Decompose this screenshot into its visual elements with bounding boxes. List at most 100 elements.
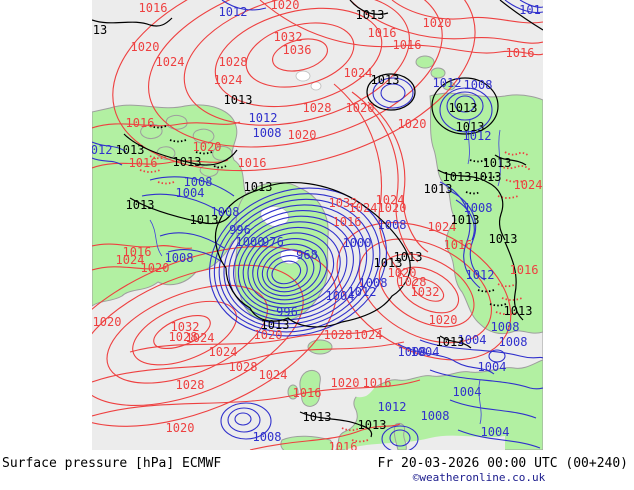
isobar-red [367,101,429,253]
copyright-text: ©weatheronline.co.uk [412,471,546,484]
chart-title: Surface pressure [hPa] ECMWF [2,456,222,471]
isobar-label-cluster [497,151,531,199]
pressure-label: 1013 [261,318,290,332]
deep-low-ring [271,260,302,285]
isobar-layer-red [92,0,543,450]
deep-low-ring [209,187,387,337]
pressure-label: 1028 [219,55,248,69]
isobar-red [333,83,405,277]
pressure-label: 1020 [288,128,317,142]
isobar-1013 [129,197,232,225]
pressure-label: 1012 [84,143,113,157]
isobar-blue [92,157,123,166]
pressure-label: 1016 [510,263,539,277]
isobar-red [92,243,193,249]
pressure-label: 1028 [176,378,205,392]
pressure-label: 101 [519,3,541,17]
pressure-label: 1012 [348,285,377,299]
pressure-label: 1013 [126,198,155,212]
pressure-label: 1020 [388,266,417,280]
isobar-red [92,121,241,129]
pressure-label: 1013 [489,232,518,246]
pressure-label: 1016 [126,116,155,130]
pressure-label: 1013 [436,335,465,349]
deep-low-ring [257,243,321,297]
isobar-blue [447,189,486,281]
pressure-label: 1020 [331,376,360,390]
pressure-label: 1008 [165,251,194,265]
pressure-label: 1013 [424,182,453,196]
pressure-label: 1020 [398,117,427,131]
north-sea [342,346,380,398]
landmass-severnaya-2 [430,67,446,79]
pressure-label: 1013 [303,410,332,424]
pressure-label: 1016 [506,46,535,60]
pressure-label: 1004 [411,345,440,359]
low-ring [389,429,411,447]
pressure-label: 1004 [176,186,205,200]
pressure-label: 1008 [184,175,213,189]
pressure-label: 1024 [116,253,145,267]
pressure-label: 1013 [394,250,423,264]
pressure-label: 1020 [429,313,458,327]
pressure-label: 1016 [123,245,152,259]
pressure-label: 1013 [371,73,400,87]
deep-low-ring [228,210,361,321]
landmass-europe [335,332,543,450]
isobar-red [129,327,383,353]
isobar-blue [141,193,225,215]
pressure-label: 1008 [398,345,427,359]
landmass-uk [299,369,321,407]
pressure-label: 1024 [209,345,238,359]
pressure-label: 1024 [349,201,378,215]
pressure-label: 1028 [303,101,332,115]
pressure-label: 1016 [238,156,267,170]
isobar-blue [504,0,543,14]
pressure-label: 1024 [156,55,185,69]
pressure-label: 1028 [398,275,427,289]
low-ring [372,77,414,109]
pressure-label: 1020 [131,40,160,54]
pressure-label: 1012 [219,5,248,19]
pressure-label: 1008 [491,320,520,334]
pressure-label: 1020 [346,101,375,115]
isobar-blue [159,232,225,249]
isobar-1013-main-ring [214,181,411,328]
pressure-label: 968 [296,248,318,262]
high-pressure-rings-top [112,0,476,172]
isobar-red [351,91,419,263]
pressure-label: 1016 [129,156,158,170]
pressure-label: 1013 [224,93,253,107]
isobar-blue [167,249,223,263]
pressure-label: 1024 [214,73,243,87]
deep-low-ring [252,238,328,301]
pressure-label: 1028 [324,328,353,342]
pressure-label: 1020 [93,315,122,329]
pressure-label: 1032 [274,30,303,44]
pressure-label: 1004 [458,333,487,347]
pressure-label: 1016 [329,440,358,454]
pressure-label: 1012 [433,76,462,90]
pressure-label: 1013 [451,213,480,227]
pressure-label: 1016 [139,1,168,15]
low-ring [227,407,261,433]
pressure-label: 1012 [249,111,278,125]
isobar-1013 [299,411,373,438]
pressure-label: 1016 [444,238,473,252]
isobar-red [349,0,543,44]
isobar-1013-ring [431,77,499,135]
deep-low-ring [247,232,335,305]
isobar-blue [397,343,495,375]
pressure-label: 1016 [333,215,362,229]
pressure-label: 1013 [173,155,202,169]
isobar-1013-ring [366,73,416,111]
pressure-label: 996 [276,305,298,319]
landmass-iceland [307,339,333,355]
low-ring [446,91,484,121]
high-pressure-rings-bottomleft [92,245,337,427]
pressure-label: 1012 [378,400,407,414]
deep-low-ring [237,221,348,313]
pressure-label: 976 [262,235,284,249]
pressure-label: 1028 [169,330,198,344]
rivers [149,119,501,425]
